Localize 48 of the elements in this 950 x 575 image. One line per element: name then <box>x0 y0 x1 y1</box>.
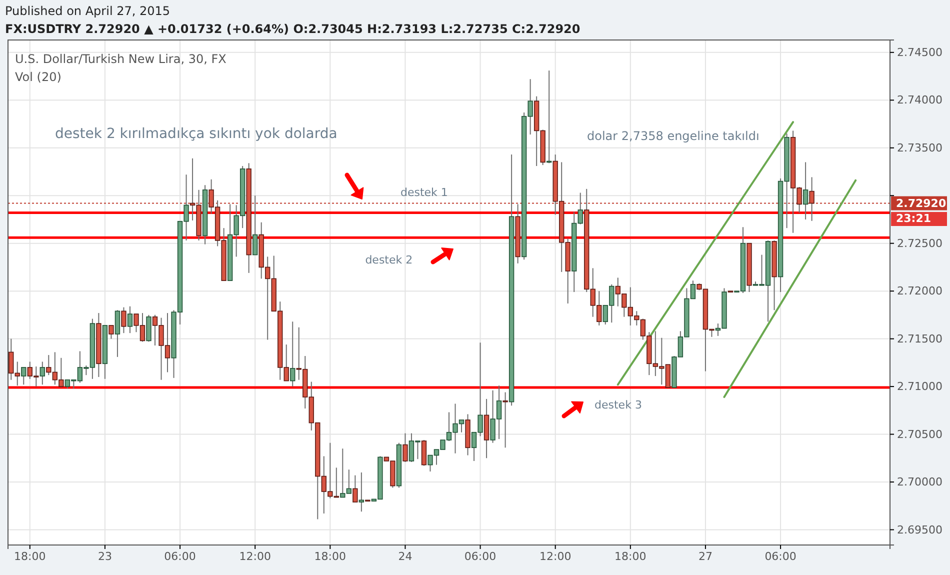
x-tick-label: 18:00 <box>614 550 646 563</box>
ref-line-label: 2.72920 <box>896 197 946 210</box>
candlestick <box>252 195 258 256</box>
candlestick <box>108 324 114 340</box>
annotation: Vol (20) <box>15 70 62 84</box>
candlestick <box>40 361 45 386</box>
ref-line-label: destek 2 <box>365 254 413 267</box>
text: 23:21 <box>896 212 932 225</box>
candlestick <box>421 439 427 466</box>
annotation: destek 2 kırılmadıkça sıkıntı yok dolarda <box>55 126 338 142</box>
candlestick <box>352 474 358 503</box>
y-tick-label: 2.74500 <box>897 46 942 59</box>
candlestick <box>127 306 133 334</box>
candlestick <box>146 314 152 342</box>
candlestick <box>358 472 364 512</box>
y-tick-label: 2.72000 <box>897 284 942 298</box>
x-tick-label: 12:00 <box>539 550 572 563</box>
text: FX:USDTRY 2.72920 ▲ +0.01732 (+0.64%) O:2.73045 H:2.73193 L:2.72735 C:2.72920 <box>5 22 580 36</box>
x-tick-label: 18:00 <box>314 550 346 563</box>
ref-line-label: destek 1 <box>400 186 448 199</box>
candlestick <box>114 310 120 358</box>
text: U.S. Dollar/Turkish New Lira, 30, FX <box>15 52 226 66</box>
y-tick-label: 2.69500 <box>897 523 942 536</box>
candlestick <box>21 366 26 386</box>
y-tick-label: 2.70000 <box>897 476 942 489</box>
annotation: dolar 2,7358 engeline takıldı <box>587 129 760 143</box>
y-tick-label: 2.74000 <box>897 94 942 107</box>
candlestick <box>809 176 814 222</box>
x-tick-label: 06:00 <box>764 550 796 563</box>
candlestick <box>290 321 296 388</box>
candlestick <box>402 432 408 462</box>
text: Published on April 27, 2015 <box>5 4 170 18</box>
x-tick-label: 06:00 <box>164 550 196 563</box>
x-tick-label: 06:00 <box>464 550 496 563</box>
y-tick-label: 2.73500 <box>897 141 942 154</box>
candlestick <box>502 392 508 448</box>
y-tick-label: 2.72500 <box>897 236 942 250</box>
y-tick-label: 2.71500 <box>897 332 942 346</box>
legend-label: destek 3 <box>594 398 642 412</box>
y-tick-label: 2.70500 <box>897 428 942 441</box>
x-tick-label: 18:00 <box>14 550 46 563</box>
x-tick-label: 24 <box>398 550 412 563</box>
candlestick <box>802 162 808 220</box>
candlestick <box>121 306 126 334</box>
x-tick-label: 27 <box>698 550 712 563</box>
x-tick-label: 23 <box>98 550 112 563</box>
y-tick-label: 2.71000 <box>897 380 942 394</box>
x-tick-label: 12:00 <box>239 550 271 563</box>
